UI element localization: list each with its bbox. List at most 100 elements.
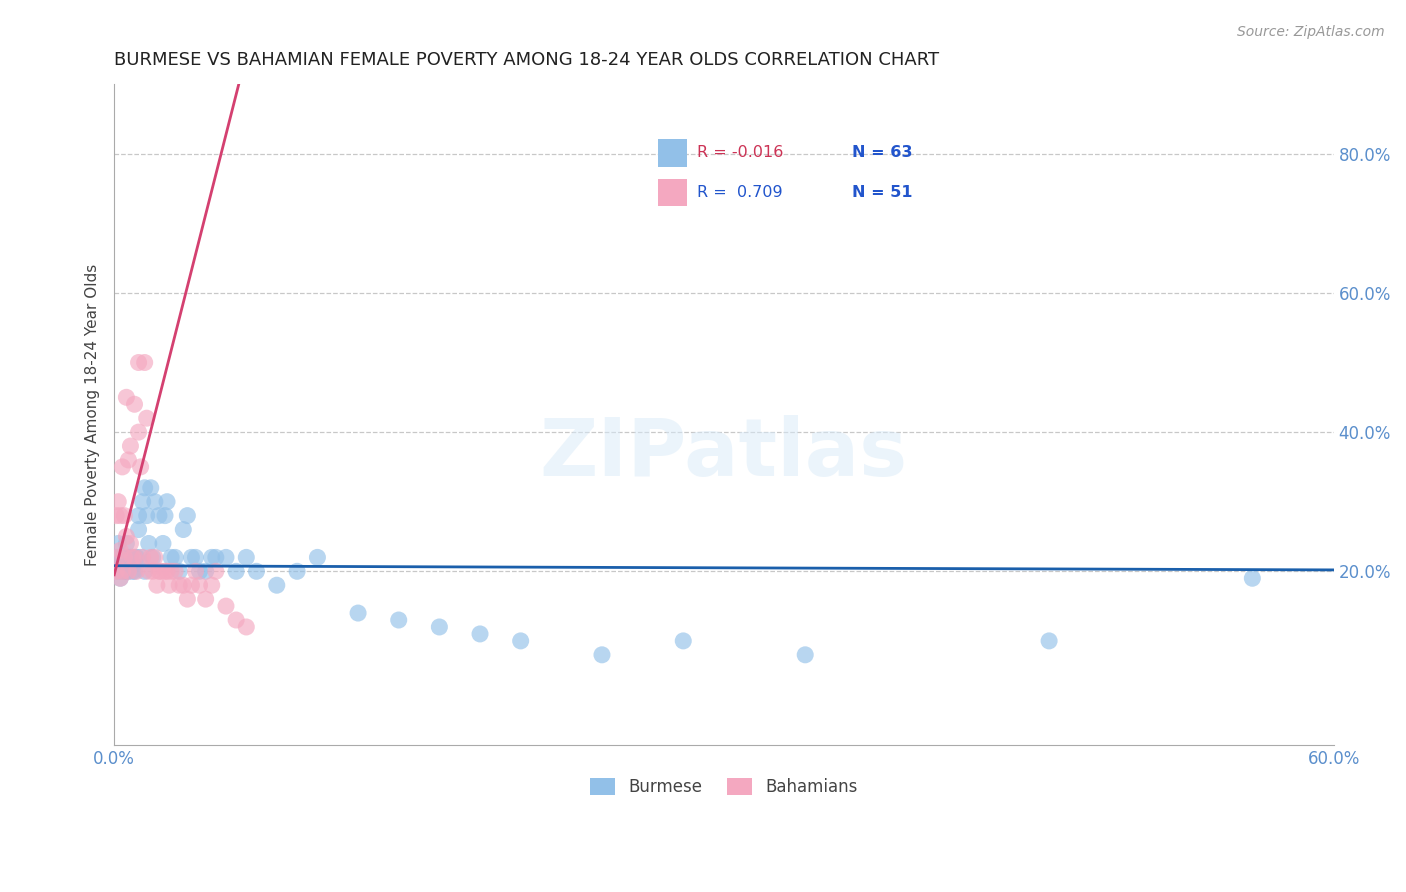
Point — [107, 536, 129, 550]
Point — [149, 564, 172, 578]
Point — [143, 550, 166, 565]
Point — [107, 564, 129, 578]
Point — [1241, 571, 1264, 585]
Point — [160, 550, 183, 565]
Point — [124, 550, 146, 565]
Point — [110, 508, 132, 523]
Point — [105, 564, 128, 578]
Point — [120, 536, 142, 550]
Point — [165, 550, 187, 565]
Point — [121, 558, 143, 572]
Text: Source: ZipAtlas.com: Source: ZipAtlas.com — [1237, 25, 1385, 39]
Point — [115, 564, 138, 578]
Point — [139, 481, 162, 495]
Point — [107, 550, 129, 565]
Point — [105, 508, 128, 523]
Point — [672, 633, 695, 648]
Point — [117, 453, 139, 467]
Point — [266, 578, 288, 592]
Point — [245, 564, 267, 578]
Point — [148, 564, 170, 578]
Point — [194, 592, 217, 607]
Point — [111, 564, 134, 578]
Point — [129, 459, 152, 474]
Point — [156, 564, 179, 578]
Point — [235, 620, 257, 634]
Point — [112, 508, 135, 523]
Point — [201, 578, 224, 592]
Point — [120, 558, 142, 572]
Point — [110, 550, 132, 565]
Point — [125, 564, 148, 578]
Point — [135, 508, 157, 523]
Point — [194, 564, 217, 578]
Point — [142, 550, 165, 565]
Point — [157, 578, 180, 592]
Point — [201, 550, 224, 565]
Text: ZIPatlas: ZIPatlas — [540, 416, 908, 493]
Point — [115, 536, 138, 550]
Point — [128, 523, 150, 537]
Legend: Burmese, Bahamians: Burmese, Bahamians — [583, 772, 865, 803]
Point — [148, 508, 170, 523]
Point — [112, 558, 135, 572]
Point — [124, 397, 146, 411]
Point — [143, 494, 166, 508]
Point — [112, 550, 135, 565]
Point — [794, 648, 817, 662]
Point — [225, 613, 247, 627]
Point — [176, 592, 198, 607]
Text: BURMESE VS BAHAMIAN FEMALE POVERTY AMONG 18-24 YEAR OLDS CORRELATION CHART: BURMESE VS BAHAMIAN FEMALE POVERTY AMONG… — [114, 51, 939, 69]
Point — [107, 494, 129, 508]
Point — [121, 564, 143, 578]
Point — [128, 355, 150, 369]
Point — [112, 564, 135, 578]
Point — [120, 550, 142, 565]
Point — [142, 564, 165, 578]
Point — [176, 508, 198, 523]
Point — [468, 627, 491, 641]
Point — [153, 508, 176, 523]
Point — [115, 529, 138, 543]
Point — [124, 550, 146, 565]
Point — [215, 599, 238, 613]
Point — [131, 494, 153, 508]
Point — [180, 550, 202, 565]
Point — [591, 648, 613, 662]
Point — [111, 459, 134, 474]
Point — [138, 564, 160, 578]
Point — [388, 613, 411, 627]
Point — [110, 543, 132, 558]
Point — [134, 564, 156, 578]
Point — [165, 564, 187, 578]
Point — [134, 355, 156, 369]
Point — [125, 550, 148, 565]
Point — [139, 550, 162, 565]
Point — [429, 620, 451, 634]
Point — [105, 550, 128, 565]
Point — [509, 633, 531, 648]
Point — [131, 550, 153, 565]
Point — [117, 564, 139, 578]
Point — [235, 550, 257, 565]
Point — [188, 578, 211, 592]
Point — [1038, 633, 1060, 648]
Point — [204, 550, 226, 565]
Point — [225, 564, 247, 578]
Point — [204, 564, 226, 578]
Point — [167, 578, 190, 592]
Point — [347, 606, 370, 620]
Point — [129, 550, 152, 565]
Point — [156, 494, 179, 508]
Point — [180, 578, 202, 592]
Point — [184, 550, 207, 565]
Point — [115, 390, 138, 404]
Point — [117, 564, 139, 578]
Point — [188, 564, 211, 578]
Point — [117, 550, 139, 565]
Point — [172, 523, 194, 537]
Point — [110, 571, 132, 585]
Point — [128, 508, 150, 523]
Point — [160, 564, 183, 578]
Point — [124, 564, 146, 578]
